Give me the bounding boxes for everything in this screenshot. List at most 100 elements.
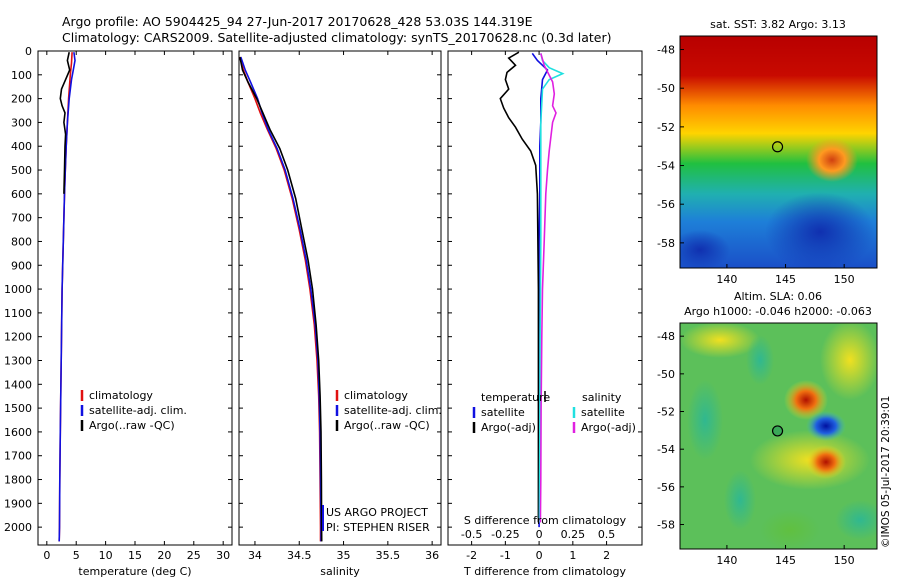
x-tick-label: 36 bbox=[425, 549, 439, 562]
x-tick-label: 35 bbox=[337, 549, 351, 562]
y-tick-label: 1000 bbox=[4, 283, 32, 296]
y-tick-label: 1700 bbox=[4, 450, 32, 463]
sst-map-title: sat. SST: 3.82 Argo: 3.13 bbox=[710, 18, 846, 31]
map-y-tick-label: -56 bbox=[657, 198, 675, 211]
y-tick-label: 1100 bbox=[4, 307, 32, 320]
map-x-tick-label: 150 bbox=[834, 554, 855, 567]
sla-map-title-line2: Argo h1000: -0.046 h2000: -0.063 bbox=[684, 305, 872, 318]
sla-yellow-band bbox=[820, 323, 877, 400]
y-tick-label: 1800 bbox=[4, 474, 32, 487]
x-tick-label: -2 bbox=[466, 549, 477, 562]
x-tick-label: 25 bbox=[187, 549, 201, 562]
x-tick-label: 10 bbox=[99, 549, 113, 562]
y-tick-label: 0 bbox=[25, 45, 32, 58]
y-tick-label: 2000 bbox=[4, 521, 32, 534]
legend-label: Argo(..raw -QC) bbox=[89, 419, 175, 432]
sla-high-anomaly bbox=[784, 380, 828, 420]
x-tick-label: 35.5 bbox=[376, 549, 401, 562]
x-tick-label: 34.5 bbox=[287, 549, 312, 562]
top-x-tick-label: 0 bbox=[536, 528, 543, 541]
y-tick-label: 900 bbox=[11, 259, 32, 272]
map-y-tick-label: -50 bbox=[657, 368, 675, 381]
sla-green-patch bbox=[760, 510, 820, 549]
legend-title-temperature: temperature bbox=[481, 391, 550, 404]
temperature-series-line bbox=[59, 52, 71, 194]
map-x-tick-label: 150 bbox=[834, 273, 855, 286]
sla-map-title-line1: Altim. SLA: 0.06 bbox=[734, 290, 822, 303]
project-annotation: PI: STEPHEN RISER bbox=[326, 521, 430, 534]
project-annotation: US ARGO PROJECT bbox=[326, 506, 428, 519]
map-y-tick-label: -58 bbox=[657, 237, 675, 250]
y-tick-label: 200 bbox=[11, 93, 32, 106]
sla-low-anomaly bbox=[806, 411, 846, 441]
y-tick-label: 1300 bbox=[4, 354, 32, 367]
y-tick-label: 1200 bbox=[4, 331, 32, 344]
map-y-tick-label: -54 bbox=[657, 443, 675, 456]
legend-label: Argo(-adj) bbox=[581, 421, 636, 434]
differences-xlabel: T difference from climatology bbox=[463, 565, 626, 578]
salinity-series-line bbox=[239, 56, 323, 542]
sst-map-frame bbox=[679, 35, 878, 269]
salinity-panel: 34 34.5 35 35.5 36 salinity climatology satelli… bbox=[238, 50, 442, 578]
x-tick-label: 30 bbox=[216, 549, 230, 562]
sla-argo-marker bbox=[771, 425, 784, 437]
differences-series-line bbox=[499, 51, 540, 523]
map-x-tick-label: 145 bbox=[775, 273, 796, 286]
y-tick-label: 300 bbox=[11, 116, 32, 129]
map-x-tick-label: 145 bbox=[775, 554, 796, 567]
top-x-tick-label: -0.25 bbox=[491, 528, 519, 541]
map-y-tick-label: -48 bbox=[657, 44, 675, 57]
legend-label: satellite bbox=[581, 406, 625, 419]
map-y-tick-label: -58 bbox=[657, 519, 675, 532]
y-tick-label: 1400 bbox=[4, 378, 32, 391]
sst-warm-eddy bbox=[806, 138, 858, 182]
legend-label: Argo(..raw -QC) bbox=[344, 419, 430, 432]
map-y-tick-label: -52 bbox=[657, 406, 675, 419]
legend-title-salinity: salinity bbox=[582, 391, 622, 404]
y-tick-label: 800 bbox=[11, 235, 32, 248]
top-x-tick-label: 0.5 bbox=[598, 528, 616, 541]
salinity-series-line bbox=[240, 56, 322, 542]
salinity-frame bbox=[238, 50, 442, 546]
legend-label: satellite bbox=[481, 406, 525, 419]
map-y-tick-label: -54 bbox=[657, 160, 675, 173]
imos-timestamp: ©IMOS 05-Jul-2017 20:39:01 bbox=[880, 396, 892, 548]
x-tick-label: 15 bbox=[128, 549, 142, 562]
y-tick-label: 700 bbox=[11, 212, 32, 225]
y-tick-label: 400 bbox=[11, 140, 32, 153]
figure-title-line2: Climatology: CARS2009. Satellite-adjuste… bbox=[62, 30, 612, 45]
sla-yellow-band bbox=[680, 323, 760, 358]
top-axis-label: S difference from climatology bbox=[464, 514, 627, 527]
differences-series-line bbox=[539, 53, 557, 523]
map-x-tick-label: 140 bbox=[716, 273, 737, 286]
x-tick-label: 2 bbox=[603, 549, 610, 562]
sla-cyan-patch bbox=[835, 500, 877, 540]
sst-cold-patch bbox=[680, 230, 730, 268]
top-x-tick-label: -0.5 bbox=[461, 528, 482, 541]
sst-argo-marker bbox=[771, 141, 784, 153]
y-tick-label: 600 bbox=[11, 188, 32, 201]
figure-title-line1: Argo profile: AO 5904425_94 27-Jun-2017 … bbox=[62, 14, 533, 29]
legend-label: Argo(-adj) bbox=[481, 421, 536, 434]
legend-label: climatology bbox=[89, 389, 153, 402]
sst-map: sat. SST: 3.82 Argo: 3.13 140 145 150 -48 -5… bbox=[657, 18, 878, 286]
temperature-panel: 0 5 10 15 20 25 300100200300400500600700800900… bbox=[4, 45, 233, 578]
map-x-tick-label: 140 bbox=[716, 554, 737, 567]
map-y-tick-label: -52 bbox=[657, 121, 675, 134]
x-tick-label: -1 bbox=[500, 549, 511, 562]
salinity-xlabel: salinity bbox=[320, 565, 360, 578]
sla-map-frame bbox=[679, 322, 878, 550]
y-tick-label: 1600 bbox=[4, 426, 32, 439]
differences-panel: -2 -1 0 1 2 T difference from climatology -0.5… bbox=[447, 50, 643, 578]
sla-high-anomaly bbox=[806, 445, 846, 479]
legend-label: satellite-adj. clim. bbox=[344, 404, 442, 417]
sla-cyan-patch bbox=[746, 335, 774, 385]
x-tick-label: 1 bbox=[569, 549, 576, 562]
legend-label: climatology bbox=[344, 389, 408, 402]
temperature-xlabel: temperature (deg C) bbox=[78, 565, 191, 578]
map-y-tick-label: -50 bbox=[657, 82, 675, 95]
y-tick-label: 100 bbox=[11, 69, 32, 82]
x-tick-label: 0 bbox=[43, 549, 50, 562]
sla-map: Altim. SLA: 0.06 Argo h1000: -0.046 h200… bbox=[657, 290, 892, 567]
